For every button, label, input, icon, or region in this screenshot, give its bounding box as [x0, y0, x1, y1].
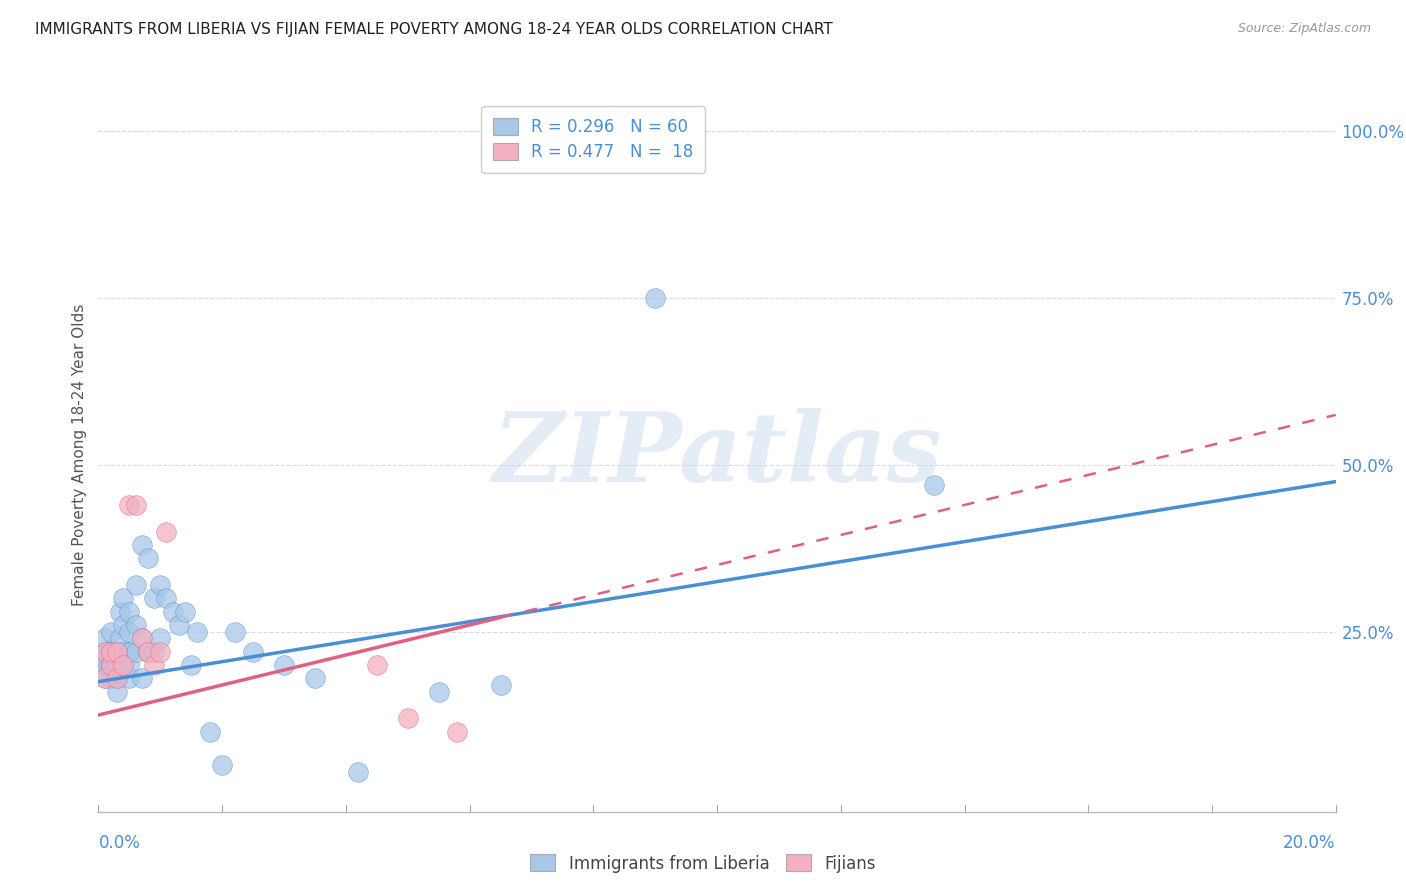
Point [105, 684, 128, 698]
Point [136, 645, 159, 659]
Point [118, 605, 141, 619]
Point [143, 658, 166, 673]
Text: IMMIGRANTS FROM LIBERIA VS FIJIAN FEMALE POVERTY AMONG 18-24 YEAR OLDS CORRELATI: IMMIGRANTS FROM LIBERIA VS FIJIAN FEMALE… [35, 22, 832, 37]
Point [446, 724, 468, 739]
Point [112, 618, 135, 632]
Y-axis label: Female Poverty Among 18-24 Year Olds: Female Poverty Among 18-24 Year Olds [72, 304, 87, 606]
Point [124, 618, 146, 632]
Point [396, 711, 419, 725]
Text: ZIPatlas: ZIPatlas [492, 408, 942, 502]
Point [174, 605, 197, 619]
Point [100, 671, 122, 685]
Point [118, 624, 141, 639]
Point [131, 538, 153, 552]
Point [118, 658, 141, 673]
Point [155, 524, 177, 539]
Point [167, 618, 190, 632]
Point [118, 645, 141, 659]
Point [105, 645, 128, 659]
Point [105, 671, 128, 685]
Point [427, 684, 450, 698]
Legend: Immigrants from Liberia, Fijians: Immigrants from Liberia, Fijians [523, 847, 883, 880]
Point [922, 478, 945, 492]
Point [93, 632, 115, 646]
Point [149, 632, 172, 646]
Point [97, 658, 120, 673]
Point [103, 658, 125, 673]
Point [93, 671, 115, 685]
Point [644, 291, 666, 305]
Point [103, 645, 125, 659]
Point [108, 605, 131, 619]
Point [108, 632, 131, 646]
Point [100, 658, 122, 673]
Point [242, 645, 264, 659]
Point [100, 658, 122, 673]
Point [489, 124, 512, 138]
Point [105, 645, 128, 659]
Text: Source: ZipAtlas.com: Source: ZipAtlas.com [1237, 22, 1371, 36]
Point [304, 671, 326, 685]
Point [273, 658, 295, 673]
Point [347, 764, 370, 779]
Point [100, 645, 122, 659]
Point [112, 591, 135, 606]
Point [131, 632, 153, 646]
Point [124, 645, 146, 659]
Legend: R = 0.296   N = 60, R = 0.477   N =  18: R = 0.296 N = 60, R = 0.477 N = 18 [481, 106, 706, 173]
Text: 20.0%: 20.0% [1284, 834, 1336, 852]
Point [105, 658, 128, 673]
Point [155, 591, 177, 606]
Point [118, 645, 141, 659]
Point [105, 671, 128, 685]
Point [93, 671, 115, 685]
Text: 0.0%: 0.0% [98, 834, 141, 852]
Point [124, 498, 146, 512]
Point [112, 645, 135, 659]
Point [112, 658, 135, 673]
Point [105, 645, 128, 659]
Point [93, 645, 115, 659]
Point [136, 645, 159, 659]
Point [105, 658, 128, 673]
Point [118, 671, 141, 685]
Point [149, 645, 172, 659]
Point [124, 578, 146, 592]
Point [162, 605, 184, 619]
Point [211, 758, 233, 772]
Point [131, 671, 153, 685]
Point [224, 624, 246, 639]
Point [100, 645, 122, 659]
Point [366, 658, 388, 673]
Point [100, 658, 122, 673]
Point [143, 591, 166, 606]
Point [131, 632, 153, 646]
Point [100, 624, 122, 639]
Point [143, 645, 166, 659]
Point [118, 498, 141, 512]
Point [489, 678, 512, 692]
Point [93, 645, 115, 659]
Point [112, 658, 135, 673]
Point [93, 658, 115, 673]
Point [136, 551, 159, 566]
Point [198, 724, 221, 739]
Point [149, 578, 172, 592]
Point [97, 645, 120, 659]
Point [180, 658, 202, 673]
Point [186, 624, 208, 639]
